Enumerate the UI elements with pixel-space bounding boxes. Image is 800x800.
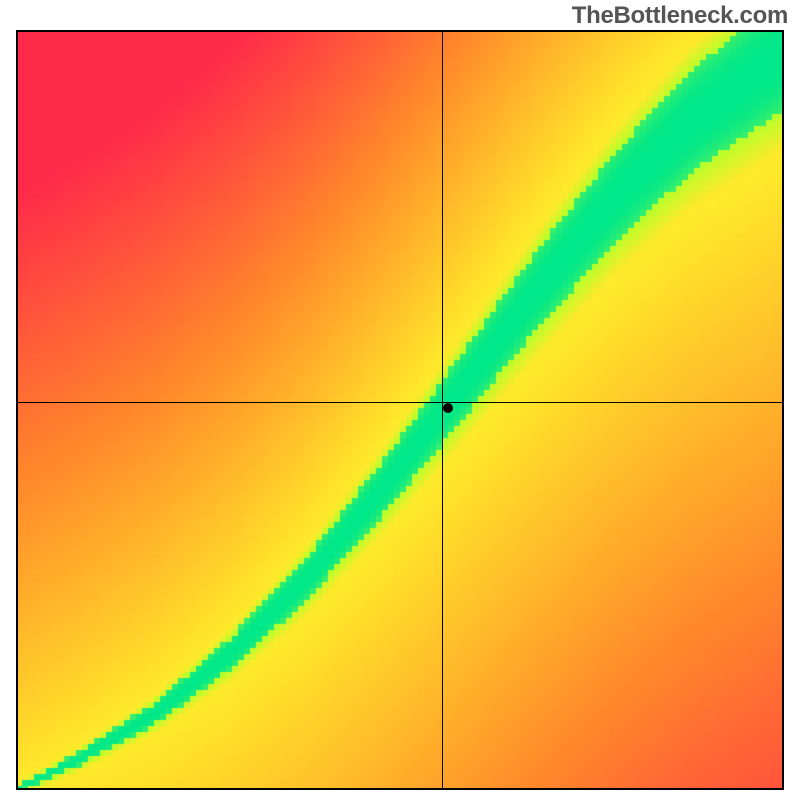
bottleneck-heatmap (16, 30, 784, 790)
crosshair-horizontal (16, 402, 784, 403)
chart-container: { "watermark": { "text": "TheBottleneck.… (0, 0, 800, 800)
watermark-text: TheBottleneck.com (572, 2, 788, 30)
data-point-marker (443, 403, 453, 413)
